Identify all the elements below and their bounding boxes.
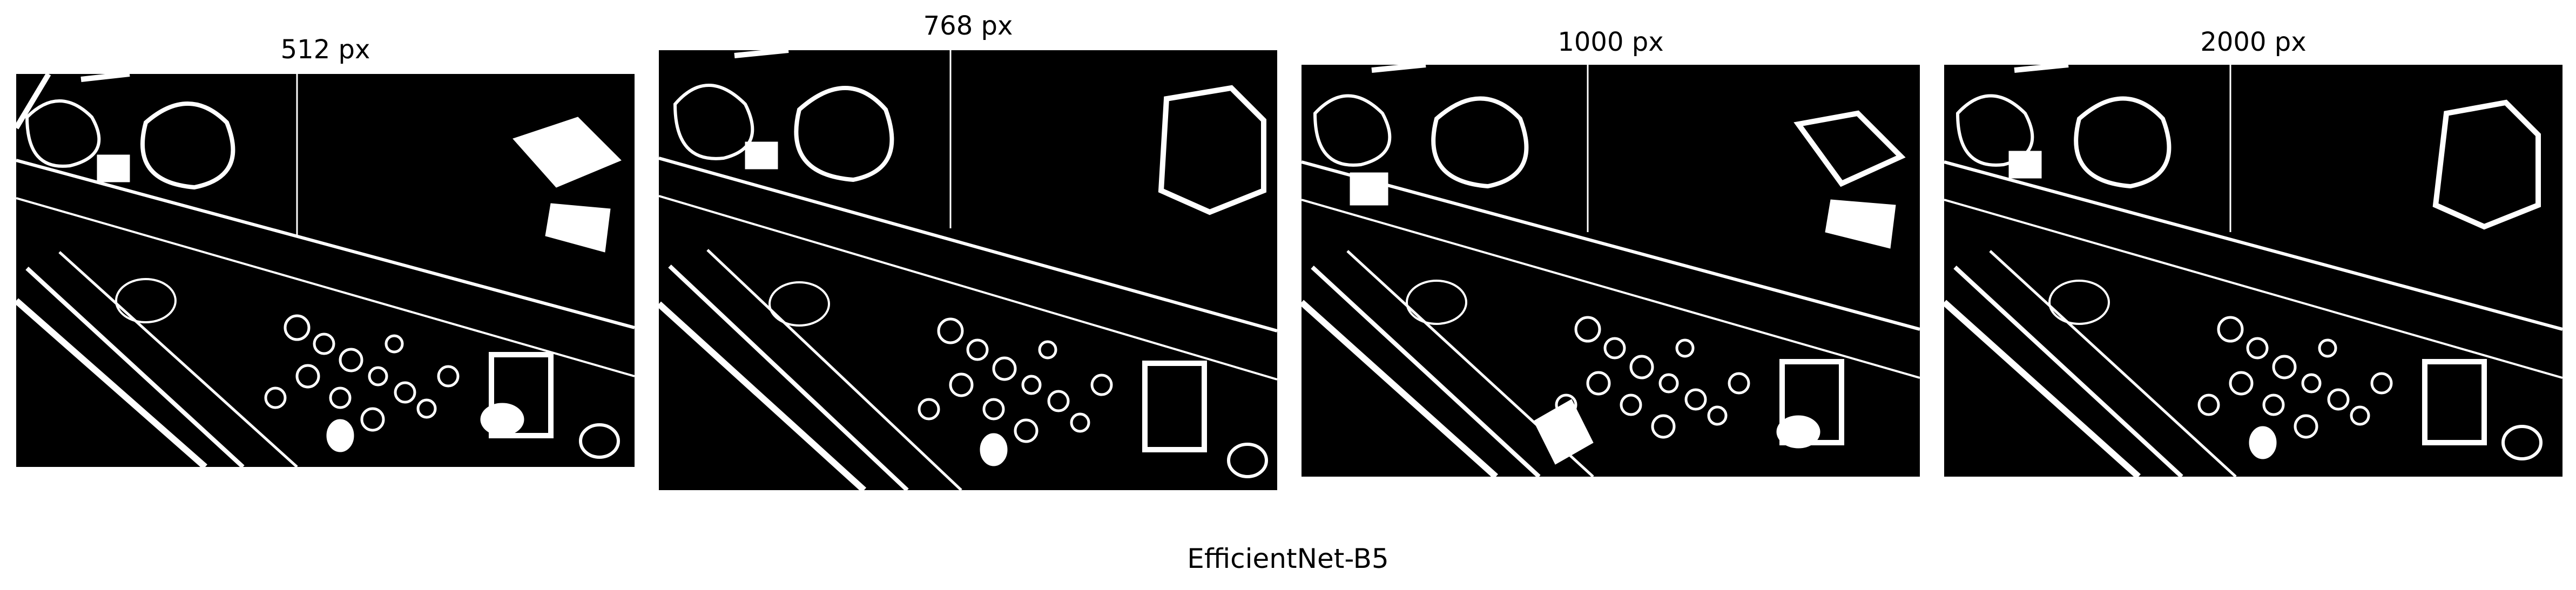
segmentation-mask-768 <box>659 50 1277 490</box>
segmentation-mask-2000 <box>1944 65 2562 477</box>
panel-title-768: 768 px <box>923 11 1013 41</box>
panel-title-1000: 1000 px <box>1557 27 1664 57</box>
segmentation-mask-512 <box>16 74 635 467</box>
mask-drawing-512 <box>16 74 635 467</box>
panel-title-2000: 2000 px <box>2200 27 2307 57</box>
mask-drawing-1000 <box>1302 65 1920 477</box>
figure-footer-label: EfficientNet-B5 <box>1187 543 1389 574</box>
panel-title-512: 512 px <box>280 35 370 65</box>
mask-drawing-2000 <box>1944 65 2562 477</box>
mask-drawing-768 <box>659 50 1277 490</box>
segmentation-mask-1000 <box>1302 65 1920 477</box>
